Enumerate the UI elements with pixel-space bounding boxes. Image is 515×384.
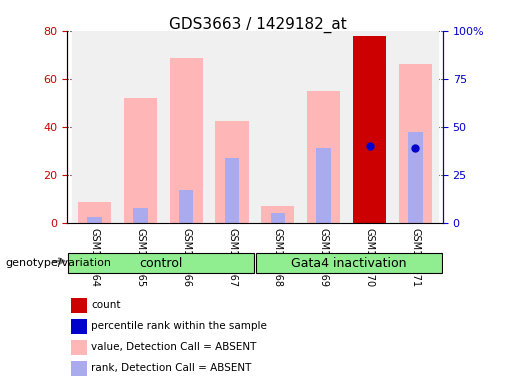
Bar (133, 208, 148, 223)
Text: GDS3663 / 1429182_at: GDS3663 / 1429182_at (168, 17, 347, 33)
Bar (215, 121, 249, 223)
Bar (347, 31, 392, 223)
Bar (87, 217, 102, 223)
Bar (124, 98, 157, 223)
Bar (261, 206, 295, 223)
Bar (169, 58, 203, 223)
FancyBboxPatch shape (68, 253, 254, 273)
Bar (71, 298, 87, 313)
Bar (71, 319, 87, 334)
Bar (209, 31, 255, 223)
Text: Gata4 inactivation: Gata4 inactivation (291, 257, 407, 270)
Text: genotype/variation: genotype/variation (5, 258, 111, 268)
Bar (392, 31, 438, 223)
Bar (353, 36, 386, 223)
Text: control: control (139, 257, 183, 270)
Bar (399, 64, 432, 223)
Bar (270, 213, 285, 223)
Bar (71, 340, 87, 355)
Bar (163, 31, 209, 223)
Text: percentile rank within the sample: percentile rank within the sample (91, 321, 267, 331)
Bar (72, 31, 117, 223)
Bar (71, 361, 87, 376)
Text: value, Detection Call = ABSENT: value, Detection Call = ABSENT (91, 342, 256, 352)
Bar (307, 91, 340, 223)
FancyBboxPatch shape (256, 253, 442, 273)
Text: count: count (91, 300, 121, 310)
Bar (301, 31, 347, 223)
Text: rank, Detection Call = ABSENT: rank, Detection Call = ABSENT (91, 363, 251, 373)
Bar (179, 190, 194, 223)
Bar (255, 31, 301, 223)
Bar (225, 158, 239, 223)
Bar (408, 131, 423, 223)
Bar (316, 148, 331, 223)
Bar (117, 31, 163, 223)
Bar (78, 202, 111, 223)
